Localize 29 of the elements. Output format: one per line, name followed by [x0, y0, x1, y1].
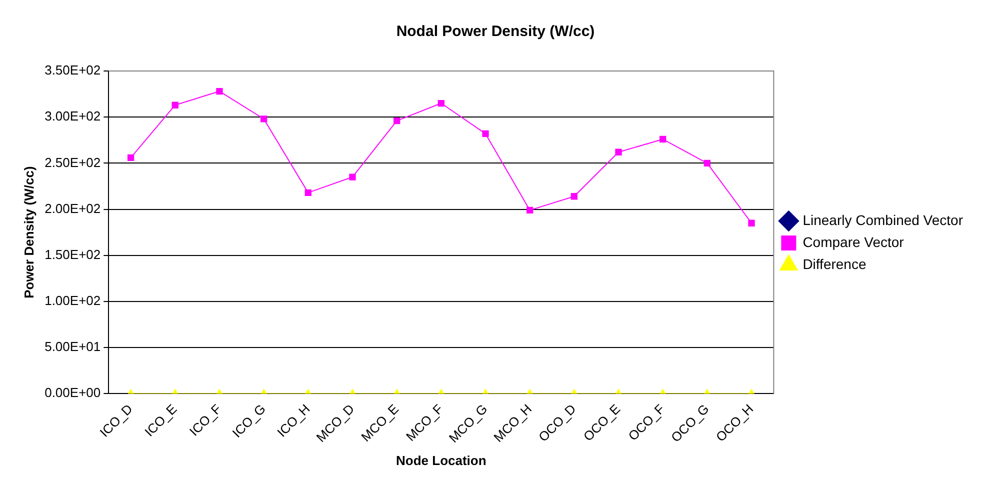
- point: [660, 136, 666, 143]
- point: [260, 116, 268, 122]
- point: [438, 100, 444, 107]
- point: [570, 193, 578, 200]
- y-axis-title: Power Density (W/cc): [21, 166, 36, 298]
- point: [704, 160, 711, 167]
- legend-label: Compare Vector: [802, 234, 904, 250]
- chart-title: Nodal Power Density (W/cc): [396, 23, 595, 40]
- point: [748, 220, 755, 226]
- point: [526, 206, 534, 214]
- y-tick-label: 2.00E+02: [44, 200, 101, 216]
- legend-label: Linearly Combined Vector: [802, 212, 964, 228]
- y-tick-label: 1.50E+02: [44, 246, 101, 262]
- y-tick-label: 0.00E+00: [44, 385, 101, 400]
- point: [216, 88, 223, 95]
- y-tick-label: 3.00E+02: [44, 108, 101, 124]
- point: [127, 154, 134, 161]
- point: [393, 117, 400, 124]
- point: [482, 130, 489, 138]
- y-tick-label: 2.50E+02: [44, 154, 101, 170]
- x-axis-title: Node Location: [396, 452, 486, 468]
- point: [304, 189, 312, 196]
- y-tick-label: 5.00E+01: [44, 339, 101, 354]
- point: [349, 174, 356, 180]
- point: [615, 148, 622, 156]
- y-tick-label: 3.50E+02: [44, 62, 101, 78]
- legend-label: Difference: [802, 256, 866, 272]
- y-tick-label: 1.00E+02: [44, 293, 101, 308]
- point: [172, 102, 178, 108]
